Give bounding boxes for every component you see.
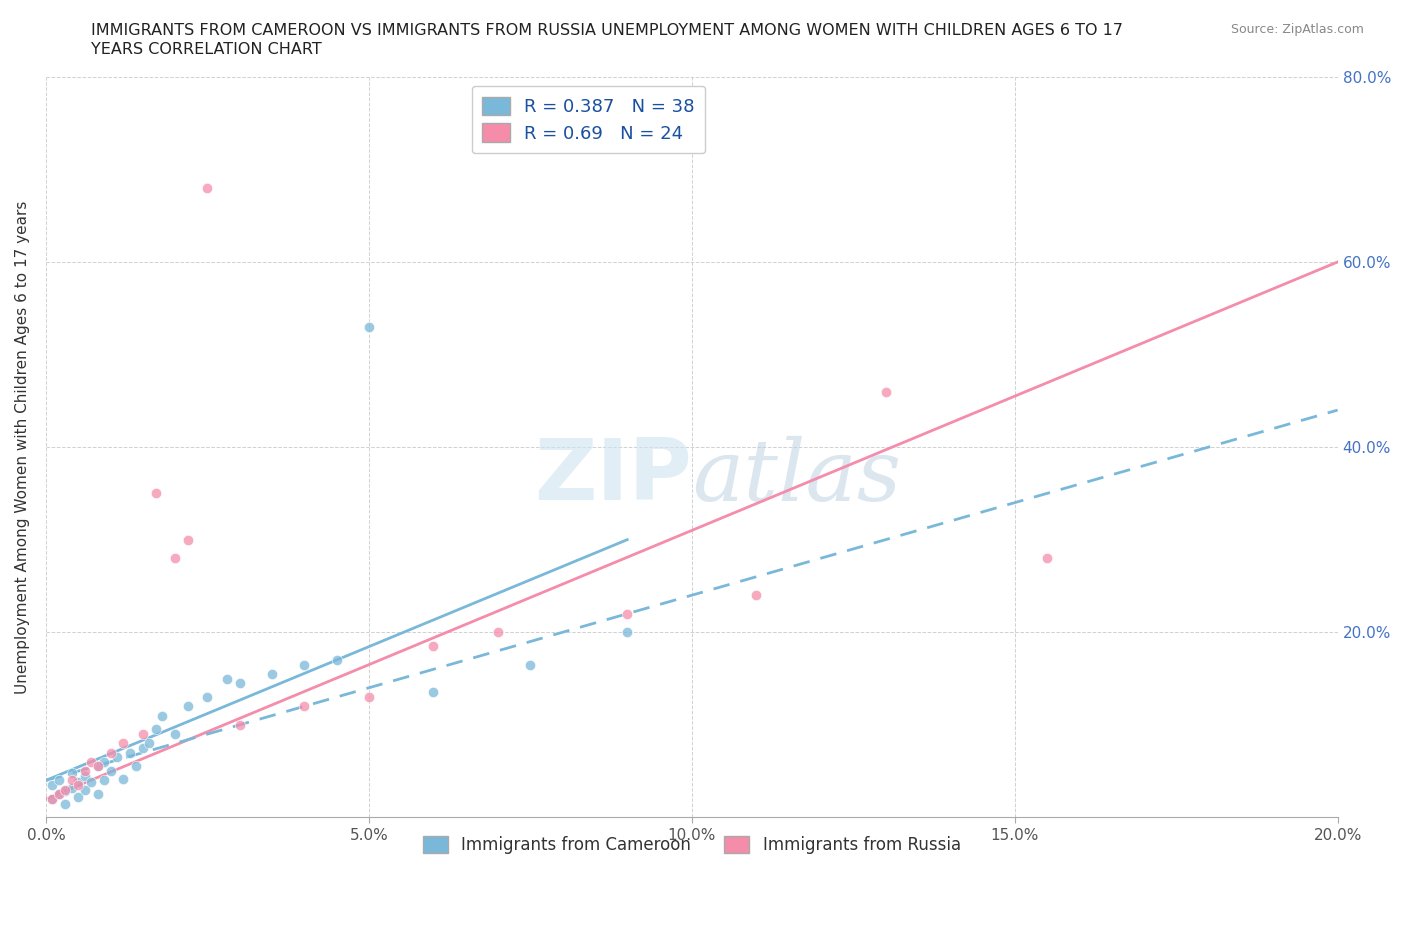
Point <box>100 745 122 760</box>
Point <box>73 768 96 783</box>
Text: YEARS CORRELATION CHART: YEARS CORRELATION CHART <box>91 42 322 57</box>
Text: atlas: atlas <box>692 435 901 518</box>
Point <box>519 658 541 672</box>
Point <box>125 759 148 774</box>
Point <box>48 773 70 788</box>
Point <box>228 717 250 732</box>
Point <box>93 754 115 769</box>
Point <box>41 791 63 806</box>
Point <box>53 784 76 799</box>
Point <box>73 782 96 797</box>
Point <box>616 606 638 621</box>
Point <box>41 777 63 792</box>
Point <box>165 551 187 565</box>
Point <box>228 676 250 691</box>
Point <box>48 787 70 802</box>
Point <box>422 685 444 700</box>
Point <box>215 671 238 686</box>
Point <box>138 736 160 751</box>
Point <box>80 754 103 769</box>
Point <box>145 486 167 501</box>
Point <box>357 690 380 705</box>
Point <box>197 180 219 195</box>
Point <box>67 790 90 804</box>
Point <box>41 791 63 806</box>
Point <box>616 625 638 640</box>
Point <box>86 759 108 774</box>
Point <box>165 726 187 741</box>
Point <box>112 736 135 751</box>
Point <box>93 773 115 788</box>
Point <box>292 658 315 672</box>
Point <box>260 667 283 682</box>
Point <box>486 625 509 640</box>
Text: IMMIGRANTS FROM CAMEROON VS IMMIGRANTS FROM RUSSIA UNEMPLOYMENT AMONG WOMEN WITH: IMMIGRANTS FROM CAMEROON VS IMMIGRANTS F… <box>91 23 1123 38</box>
Point <box>132 740 155 755</box>
Legend: Immigrants from Cameroon, Immigrants from Russia: Immigrants from Cameroon, Immigrants fro… <box>416 830 967 861</box>
Point <box>292 698 315 713</box>
Point <box>60 773 83 788</box>
Point <box>48 787 70 802</box>
Point <box>875 384 897 399</box>
Point <box>745 588 768 603</box>
Point <box>53 796 76 811</box>
Point <box>105 750 128 764</box>
Point <box>60 780 83 795</box>
Point <box>1036 551 1059 565</box>
Point <box>86 759 108 774</box>
Point <box>112 771 135 786</box>
Point <box>177 698 200 713</box>
Point <box>118 745 141 760</box>
Point <box>132 726 155 741</box>
Point <box>100 764 122 778</box>
Point <box>422 639 444 654</box>
Text: Source: ZipAtlas.com: Source: ZipAtlas.com <box>1230 23 1364 36</box>
Point <box>60 765 83 780</box>
Point <box>197 690 219 705</box>
Point <box>53 782 76 797</box>
Y-axis label: Unemployment Among Women with Children Ages 6 to 17 years: Unemployment Among Women with Children A… <box>15 201 30 694</box>
Point <box>145 722 167 737</box>
Point <box>67 775 90 790</box>
Point <box>86 787 108 802</box>
Point <box>357 319 380 334</box>
Point <box>73 764 96 778</box>
Text: ZIP: ZIP <box>534 435 692 518</box>
Point <box>150 708 173 723</box>
Point <box>67 777 90 792</box>
Point <box>325 653 347 668</box>
Point <box>177 532 200 547</box>
Point <box>80 775 103 790</box>
